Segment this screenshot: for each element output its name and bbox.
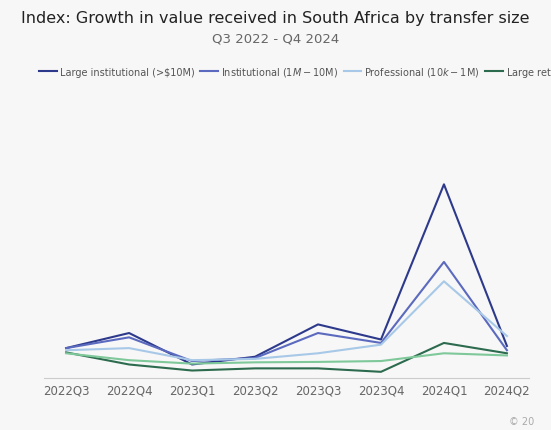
Institutional ($1M-$10M) <box>252 356 258 361</box>
Text: Index: Growth in value received in South Africa by transfer size: Index: Growth in value received in South… <box>21 11 530 26</box>
Small retail (<$1k) <box>377 359 384 364</box>
Institutional ($1M-$10M) <box>441 260 447 265</box>
Large institutional (>$10M) <box>441 182 447 187</box>
Professional ($10k-$1M) <box>252 356 258 362</box>
Professional ($10k-$1M) <box>315 351 321 356</box>
Professional ($10k-$1M) <box>126 346 132 351</box>
Professional ($10k-$1M) <box>63 348 69 353</box>
Large institutional (>$10M) <box>63 346 69 351</box>
Professional ($10k-$1M) <box>504 334 510 339</box>
Large retail ($1k-$10k) <box>189 368 196 373</box>
Large retail ($1k-$10k) <box>63 350 69 355</box>
Large institutional (>$10M) <box>377 337 384 342</box>
Large institutional (>$10M) <box>189 362 196 367</box>
Large institutional (>$10M) <box>504 344 510 349</box>
Small retail (<$1k) <box>63 351 69 356</box>
Small retail (<$1k) <box>315 359 321 365</box>
Text: © 20: © 20 <box>509 416 534 426</box>
Large retail ($1k-$10k) <box>126 362 132 367</box>
Line: Large retail ($1k-$10k): Large retail ($1k-$10k) <box>66 343 507 372</box>
Institutional ($1M-$10M) <box>377 341 384 346</box>
Institutional ($1M-$10M) <box>63 346 69 351</box>
Line: Professional ($10k-$1M): Professional ($10k-$1M) <box>66 282 507 360</box>
Small retail (<$1k) <box>126 358 132 363</box>
Large retail ($1k-$10k) <box>441 341 447 346</box>
Small retail (<$1k) <box>441 351 447 356</box>
Line: Small retail (<$1k): Small retail (<$1k) <box>66 353 507 364</box>
Large institutional (>$10M) <box>252 354 258 359</box>
Small retail (<$1k) <box>504 353 510 358</box>
Text: Q3 2022 - Q4 2024: Q3 2022 - Q4 2024 <box>212 32 339 45</box>
Professional ($10k-$1M) <box>441 279 447 284</box>
Professional ($10k-$1M) <box>377 342 384 347</box>
Line: Large institutional (>$10M): Large institutional (>$10M) <box>66 185 507 365</box>
Professional ($10k-$1M) <box>189 358 196 363</box>
Legend: Large institutional (>$10M), Institutional ($1M-$10M), Professional ($10k-$1M), : Large institutional (>$10M), Institution… <box>39 66 551 80</box>
Small retail (<$1k) <box>189 361 196 366</box>
Large retail ($1k-$10k) <box>504 351 510 356</box>
Large institutional (>$10M) <box>126 331 132 336</box>
Large institutional (>$10M) <box>315 322 321 327</box>
Institutional ($1M-$10M) <box>504 348 510 353</box>
Institutional ($1M-$10M) <box>189 359 196 364</box>
Institutional ($1M-$10M) <box>315 331 321 336</box>
Large retail ($1k-$10k) <box>377 369 384 375</box>
Line: Institutional ($1M-$10M): Institutional ($1M-$10M) <box>66 262 507 361</box>
Large retail ($1k-$10k) <box>252 366 258 371</box>
Large retail ($1k-$10k) <box>315 366 321 371</box>
Small retail (<$1k) <box>252 360 258 365</box>
Institutional ($1M-$10M) <box>126 335 132 340</box>
